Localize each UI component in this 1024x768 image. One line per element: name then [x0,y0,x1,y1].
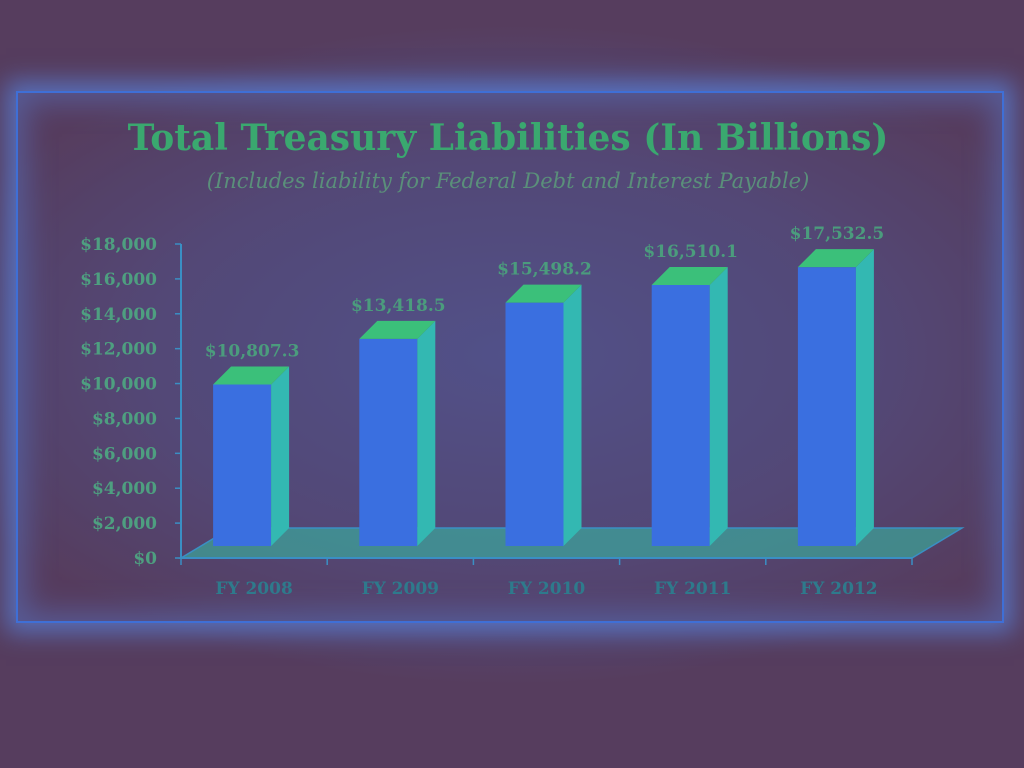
bar-side-face [271,366,290,546]
bar-fy-2011 [651,266,728,546]
bar-top-face [359,320,436,339]
bar-side-face [855,249,874,546]
bar-value-label: $17,532.5 [790,224,885,244]
bar-front-face [797,267,856,546]
chart-title: Total Treasury Liabilities (In Billions) [128,117,889,159]
x-category-label: FY 2012 [800,579,877,599]
bar-fy-2008 [213,366,290,546]
y-tick-label: $6,000 [92,444,157,464]
y-tick-label: $12,000 [80,340,157,360]
bar-fy-2012 [797,249,874,546]
bar-value-label: $13,418.5 [351,296,446,316]
bar-fy-2010 [505,284,582,546]
x-category-label: FY 2009 [362,579,439,599]
bar-front-face [213,384,272,546]
chart-subtitle: (Includes liability for Federal Debt and… [207,169,810,193]
y-tick-label: $2,000 [92,514,157,534]
bar-side-face [417,320,436,546]
x-category-label: FY 2011 [654,579,731,599]
y-tick-label: $10,000 [80,375,157,395]
bar-side-face [709,266,728,546]
bar-top-face [505,284,582,303]
bar-value-label: $16,510.1 [643,242,738,262]
bar-front-face [359,338,418,546]
y-tick-label: $0 [133,549,157,569]
bar-front-face [505,302,564,546]
bar-fy-2009 [359,320,436,546]
bar-top-face [651,266,728,285]
x-category-label: FY 2008 [215,579,292,599]
bar-value-label: $10,807.3 [205,341,300,361]
bar-top-face [797,249,874,268]
bar-front-face [651,284,710,546]
y-tick-label: $4,000 [92,479,157,499]
y-tick-label: $14,000 [80,305,157,325]
y-tick-label: $18,000 [80,235,157,255]
y-tick-label: $8,000 [92,409,157,429]
bar-value-label: $15,498.2 [497,260,592,280]
bar-side-face [563,284,582,546]
bar-top-face [213,366,290,385]
x-category-label: FY 2010 [508,579,586,599]
y-tick-label: $16,000 [80,270,157,290]
